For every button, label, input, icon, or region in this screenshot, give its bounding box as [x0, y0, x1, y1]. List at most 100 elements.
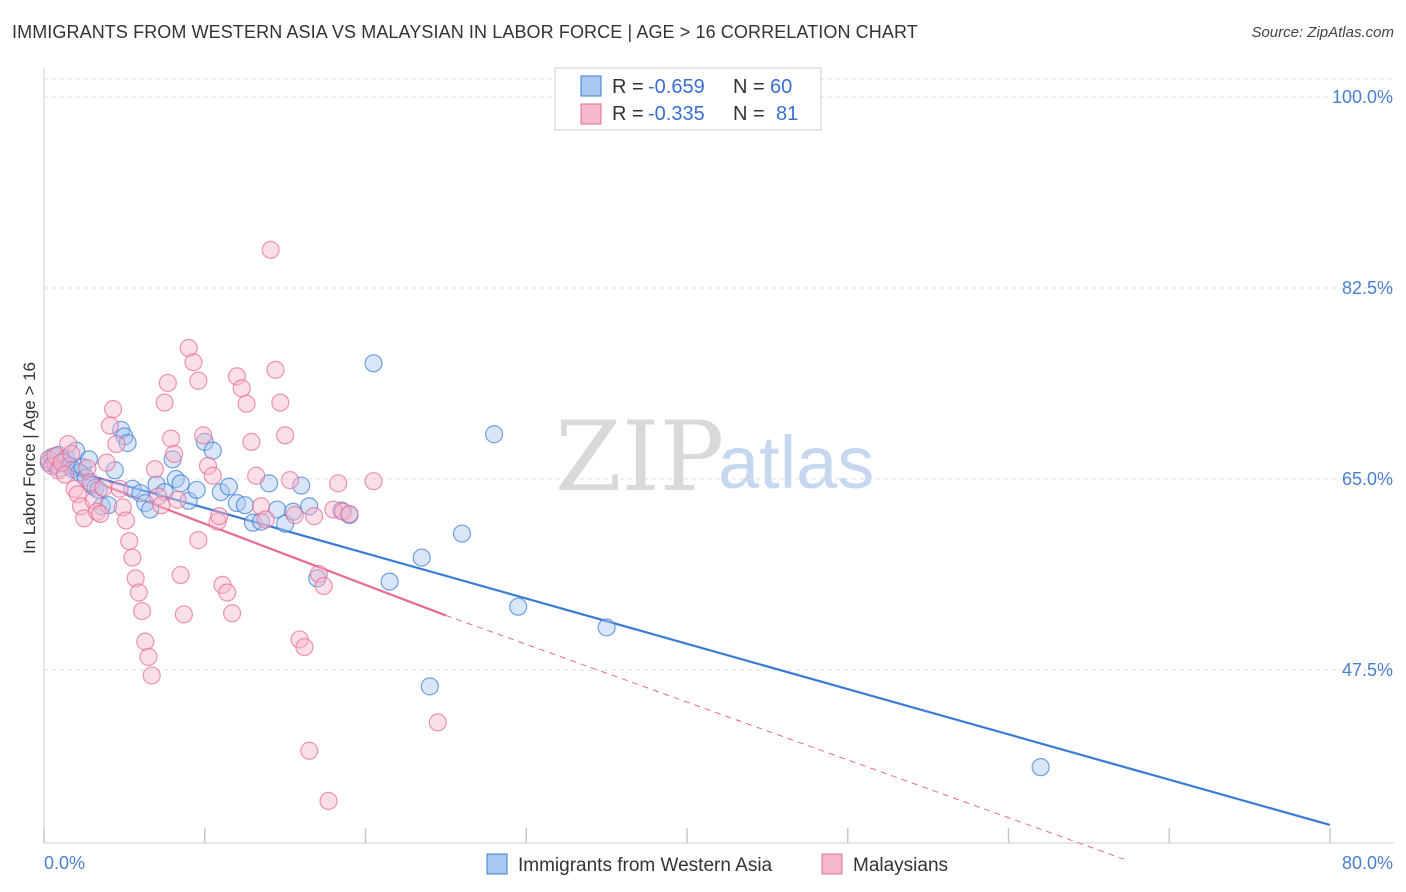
point-malaysian	[68, 485, 87, 504]
legend-swatch-pink	[580, 103, 602, 125]
bottom-legend-swatch-blue	[486, 853, 508, 875]
point-malaysian	[276, 426, 295, 445]
point-malaysian	[256, 510, 275, 529]
point-malaysian	[129, 583, 148, 602]
trend-line-western-asia	[43, 461, 1331, 827]
y-tick-labels: 100.0% 82.5% 65.0% 47.5%	[1332, 87, 1393, 680]
point-malaysian	[222, 604, 242, 623]
point-western-asia	[509, 597, 528, 616]
point-malaysian	[94, 478, 113, 497]
legend-n-value-2: 81	[776, 103, 798, 125]
point-malaysian	[285, 505, 304, 525]
point-western-asia	[380, 572, 399, 591]
point-malaysian	[179, 338, 198, 358]
legend-n-value-1: 60	[770, 76, 792, 98]
point-western-asia	[300, 497, 319, 516]
bottom-legend-label-blue: Immigrants from Western Asia	[518, 855, 773, 876]
point-malaysian	[266, 360, 285, 379]
point-malaysian	[78, 458, 97, 478]
bottom-legend: Immigrants from Western Asia Malaysians	[486, 853, 948, 876]
point-malaysian	[329, 474, 348, 493]
point-western-asia	[412, 548, 431, 567]
point-western-asia	[140, 500, 160, 519]
point-malaysian	[295, 637, 314, 657]
legend-swatch-blue	[580, 75, 602, 97]
point-malaysian	[104, 400, 123, 419]
y-tick-label: 47.5%	[1342, 660, 1393, 680]
point-malaysian	[194, 426, 213, 445]
point-malaysian	[184, 353, 203, 372]
legend-n-label-2: N =	[733, 103, 765, 125]
point-malaysian	[136, 632, 155, 651]
grid-lines	[44, 78, 1394, 671]
point-western-asia	[187, 480, 206, 500]
point-malaysian	[210, 507, 229, 526]
chart-title: IMMIGRANTS FROM WESTERN ASIA VS MALAYSIA…	[12, 22, 918, 42]
point-malaysian	[261, 240, 280, 259]
point-malaysian	[132, 601, 152, 621]
point-malaysian	[428, 713, 447, 732]
watermark-atlas: atlas	[718, 421, 874, 504]
point-western-asia	[203, 441, 222, 460]
point-malaysian	[198, 456, 218, 476]
watermark-zip: ZIP	[555, 401, 724, 513]
source-label: Source: ZipAtlas.com	[1251, 24, 1394, 41]
point-malaysian	[116, 511, 136, 530]
point-malaysian	[123, 548, 142, 567]
x-tick-label: 0.0%	[44, 853, 85, 873]
point-malaysian	[189, 371, 208, 390]
point-malaysian	[165, 444, 184, 463]
legend-n-label-1: N =	[733, 76, 765, 98]
point-western-asia	[219, 477, 238, 496]
point-western-asia	[597, 618, 616, 637]
bottom-legend-label-pink: Malaysians	[853, 855, 948, 876]
point-malaysian	[145, 460, 165, 479]
point-malaysian	[247, 466, 266, 485]
legend-r-value-1: -0.659	[648, 76, 705, 98]
point-malaysian	[120, 532, 139, 551]
point-malaysian	[364, 472, 383, 491]
point-malaysian	[280, 470, 300, 490]
point-western-asia	[131, 484, 150, 503]
trend-extension-malaysian	[445, 614, 1130, 862]
point-malaysian	[46, 446, 65, 466]
point-western-asia	[420, 677, 439, 696]
point-malaysian	[168, 490, 187, 509]
point-malaysian	[139, 647, 158, 667]
y-tick-label: 65.0%	[1342, 469, 1393, 489]
point-malaysian	[152, 496, 171, 515]
point-malaysian	[319, 791, 338, 811]
y-tick-label: 82.5%	[1342, 278, 1393, 298]
point-malaysian	[227, 367, 246, 386]
y-axis-label: In Labor Force | Age > 16	[20, 362, 39, 554]
legend-r-label-1: R =	[612, 76, 644, 98]
point-western-asia	[292, 476, 311, 495]
legend-box: R = -0.659 N = 60 R = -0.335 N = 81	[554, 67, 822, 131]
point-malaysian	[340, 504, 359, 524]
legend-r-value-2: -0.335	[648, 103, 705, 125]
trend-lines	[43, 461, 1331, 862]
point-malaysian	[314, 576, 333, 596]
point-malaysian	[174, 605, 193, 624]
bottom-legend-swatch-pink	[821, 853, 843, 875]
point-malaysian	[155, 393, 174, 412]
point-western-asia	[452, 524, 472, 543]
point-malaysian	[161, 429, 181, 448]
point-malaysian	[158, 373, 177, 393]
y-tick-label: 100.0%	[1332, 87, 1393, 107]
point-malaysian	[218, 583, 237, 602]
point-western-asia	[364, 354, 383, 373]
point-malaysian	[126, 569, 145, 588]
point-malaysian	[91, 504, 110, 524]
point-malaysian	[100, 416, 120, 435]
point-malaysian	[142, 666, 161, 685]
point-malaysian	[271, 393, 290, 412]
point-malaysian	[309, 564, 328, 584]
point-malaysian	[87, 502, 107, 521]
point-western-asia	[171, 474, 190, 493]
point-western-asia	[485, 425, 504, 444]
point-malaysian	[65, 479, 84, 498]
point-western-asia	[1031, 758, 1050, 777]
point-malaysian	[110, 479, 129, 498]
